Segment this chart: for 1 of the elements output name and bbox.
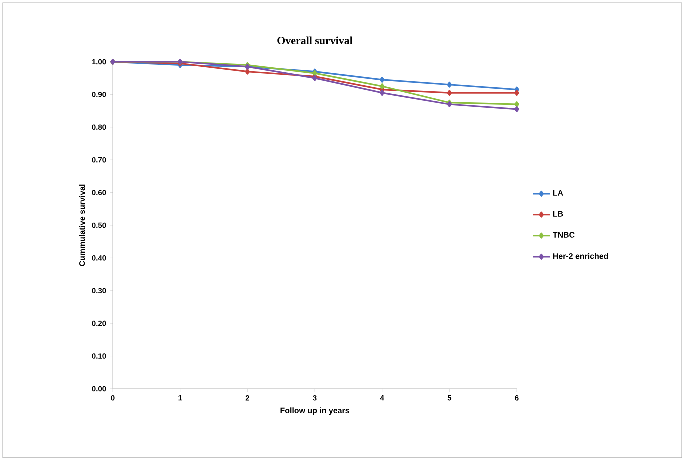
chart-title: Overall survival <box>278 36 353 45</box>
